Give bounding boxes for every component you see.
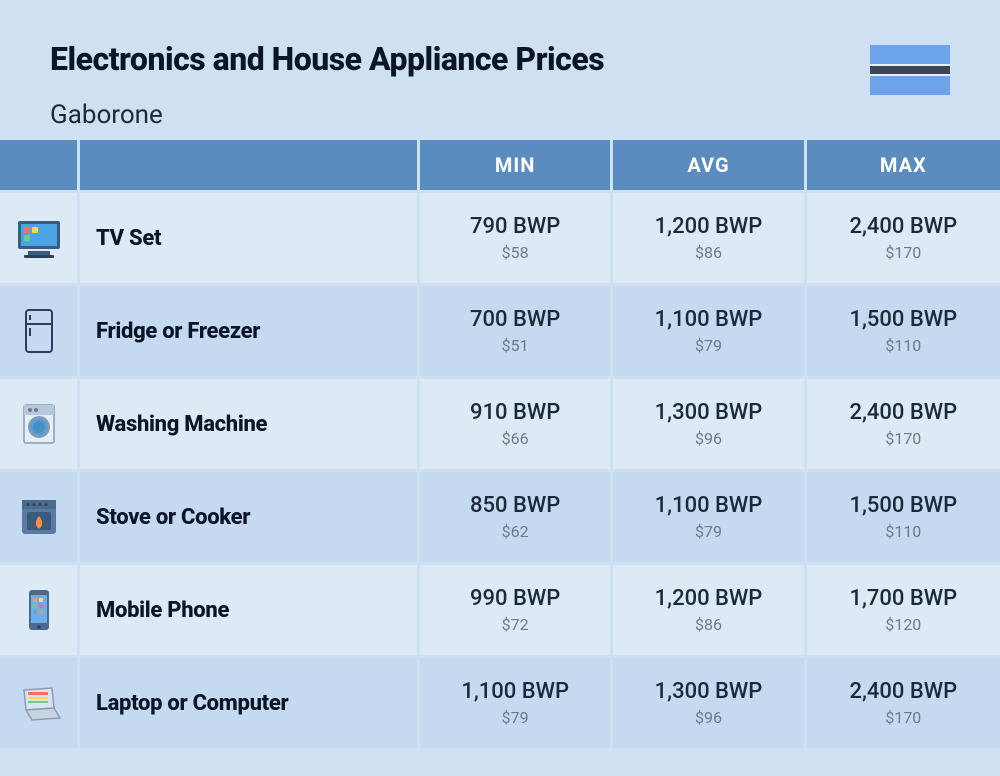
price-bwp: 1,500 BWP (849, 493, 957, 518)
avg-cell: 1,100 BWP $79 (613, 283, 806, 376)
row-name-cell: Washing Machine (80, 376, 420, 469)
th-avg: AVG (613, 140, 806, 190)
page-container: Electronics and House Appliance Prices G… (0, 0, 1000, 776)
price-usd: $79 (695, 522, 722, 541)
min-cell: 850 BWP $62 (420, 469, 613, 562)
price-usd: $96 (695, 708, 722, 727)
row-icon-cell (0, 376, 80, 469)
price-bwp: 1,100 BWP (655, 307, 763, 332)
price-bwp: 700 BWP (470, 307, 560, 332)
price-bwp: 990 BWP (470, 586, 560, 611)
th-blank-name (80, 140, 420, 190)
item-name: Laptop or Computer (96, 691, 288, 716)
price-usd: $79 (695, 336, 722, 355)
price-bwp: 1,100 BWP (461, 679, 569, 704)
price-usd: $96 (695, 429, 722, 448)
max-cell: 2,400 BWP $170 (807, 655, 1000, 748)
min-cell: 700 BWP $51 (420, 283, 613, 376)
price-usd: $86 (695, 615, 722, 634)
washing-machine-icon (14, 399, 64, 449)
price-bwp: 1,700 BWP (849, 586, 957, 611)
page-subtitle: Gaborone (50, 100, 870, 130)
price-usd: $62 (502, 522, 529, 541)
price-bwp: 2,400 BWP (849, 400, 957, 425)
price-bwp: 2,400 BWP (849, 679, 957, 704)
row-icon-cell (0, 469, 80, 562)
min-cell: 910 BWP $66 (420, 376, 613, 469)
table-header-row: MIN AVG MAX (0, 140, 1000, 190)
price-bwp: 1,500 BWP (849, 307, 957, 332)
price-usd: $72 (502, 615, 529, 634)
avg-cell: 1,200 BWP $86 (613, 190, 806, 283)
price-usd: $51 (502, 336, 529, 355)
item-name: TV Set (96, 226, 161, 251)
page-title: Electronics and House Appliance Prices (50, 40, 870, 78)
price-bwp: 1,200 BWP (655, 214, 763, 239)
mobile-phone-icon (14, 585, 64, 635)
price-usd: $66 (502, 429, 529, 448)
row-icon-cell (0, 655, 80, 748)
table-row: Mobile Phone 990 BWP $72 1,200 BWP $86 1… (0, 562, 1000, 655)
flag-icon (870, 45, 950, 95)
avg-cell: 1,300 BWP $96 (613, 376, 806, 469)
tv-icon (14, 213, 64, 263)
th-min: MIN (420, 140, 613, 190)
price-bwp: 1,300 BWP (655, 400, 763, 425)
price-bwp: 1,200 BWP (655, 586, 763, 611)
price-table: MIN AVG MAX TV Set 790 BWP (0, 140, 1000, 748)
min-cell: 790 BWP $58 (420, 190, 613, 283)
avg-cell: 1,200 BWP $86 (613, 562, 806, 655)
th-blank-icon (0, 140, 80, 190)
item-name: Fridge or Freezer (96, 319, 260, 344)
price-usd: $170 (885, 708, 921, 727)
price-usd: $58 (502, 243, 529, 262)
title-block: Electronics and House Appliance Prices G… (50, 40, 870, 130)
price-bwp: 2,400 BWP (849, 214, 957, 239)
laptop-icon (14, 678, 64, 728)
item-name: Stove or Cooker (96, 505, 250, 530)
price-bwp: 1,300 BWP (655, 679, 763, 704)
price-usd: $79 (502, 708, 529, 727)
min-cell: 1,100 BWP $79 (420, 655, 613, 748)
header: Electronics and House Appliance Prices G… (0, 0, 1000, 140)
price-bwp: 910 BWP (470, 400, 560, 425)
row-name-cell: Fridge or Freezer (80, 283, 420, 376)
th-max: MAX (807, 140, 1000, 190)
avg-cell: 1,300 BWP $96 (613, 655, 806, 748)
row-name-cell: TV Set (80, 190, 420, 283)
row-icon-cell (0, 190, 80, 283)
row-icon-cell (0, 283, 80, 376)
row-name-cell: Mobile Phone (80, 562, 420, 655)
price-bwp: 850 BWP (470, 493, 560, 518)
row-icon-cell (0, 562, 80, 655)
fridge-icon (14, 306, 64, 356)
max-cell: 2,400 BWP $170 (807, 190, 1000, 283)
price-usd: $110 (885, 336, 921, 355)
price-usd: $110 (885, 522, 921, 541)
price-usd: $86 (695, 243, 722, 262)
table-row: TV Set 790 BWP $58 1,200 BWP $86 2,400 B… (0, 190, 1000, 283)
price-usd: $170 (885, 243, 921, 262)
row-name-cell: Laptop or Computer (80, 655, 420, 748)
avg-cell: 1,100 BWP $79 (613, 469, 806, 562)
min-cell: 990 BWP $72 (420, 562, 613, 655)
item-name: Mobile Phone (96, 598, 229, 623)
price-usd: $120 (885, 615, 921, 634)
row-name-cell: Stove or Cooker (80, 469, 420, 562)
table-row: Washing Machine 910 BWP $66 1,300 BWP $9… (0, 376, 1000, 469)
max-cell: 1,700 BWP $120 (807, 562, 1000, 655)
table-row: Fridge or Freezer 700 BWP $51 1,100 BWP … (0, 283, 1000, 376)
table-row: Laptop or Computer 1,100 BWP $79 1,300 B… (0, 655, 1000, 748)
table-row: Stove or Cooker 850 BWP $62 1,100 BWP $7… (0, 469, 1000, 562)
max-cell: 1,500 BWP $110 (807, 469, 1000, 562)
price-bwp: 790 BWP (470, 214, 560, 239)
item-name: Washing Machine (96, 412, 267, 437)
price-bwp: 1,100 BWP (655, 493, 763, 518)
price-usd: $170 (885, 429, 921, 448)
max-cell: 1,500 BWP $110 (807, 283, 1000, 376)
max-cell: 2,400 BWP $170 (807, 376, 1000, 469)
stove-icon (14, 492, 64, 542)
